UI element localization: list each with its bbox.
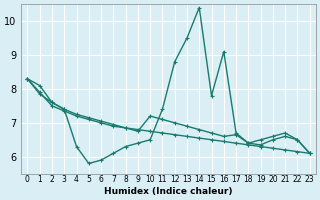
- X-axis label: Humidex (Indice chaleur): Humidex (Indice chaleur): [104, 187, 233, 196]
